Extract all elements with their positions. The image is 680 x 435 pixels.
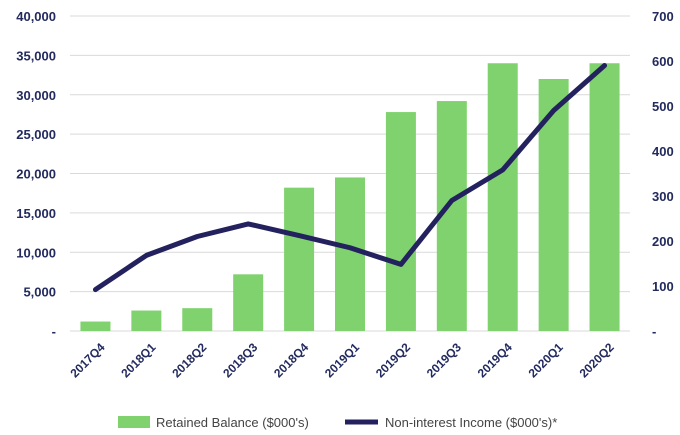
x-axis-tick-label: 2019Q1 [322,340,362,380]
right-axis-ticks: - 100 200 300 400 500 600 700 [652,9,674,339]
bar-2017Q4 [80,321,111,331]
bar-series [80,63,620,331]
gridlines [70,15,630,332]
left-axis-ticks: - 5,000 10,000 15,000 20,000 25,000 30,000 35,0… [16,9,56,339]
line-point-2018Q4 [297,234,301,238]
line-point-2019Q4 [501,168,505,172]
x-axis-tick-label: 2017Q4 [67,340,107,380]
bar-2018Q2 [182,308,213,331]
line-point-2020Q2 [603,64,607,67]
bar-2018Q4 [284,187,315,331]
x-axis-tick-label: 2020Q2 [577,340,617,380]
line-series [92,63,608,293]
right-axis-tick-label: 500 [652,99,674,114]
line-point-2020Q1 [552,109,556,112]
left-axis-tick-label: 5,000 [23,285,56,300]
left-axis-tick-label: 25,000 [16,127,56,142]
legend-swatch-retained-balance [118,416,150,428]
left-axis-tick-label: 20,000 [16,167,56,182]
bar-2019Q4 [487,63,518,331]
legend-label-retained-balance: Retained Balance ($000's) [156,415,309,430]
x-axis-tick-label: 2018Q4 [271,340,311,380]
right-axis-tick-label: 100 [652,279,674,294]
right-axis-tick-label: 400 [652,144,674,159]
x-axis-ticks: 2017Q4 2018Q1 2018Q2 2018Q3 2018Q4 2019Q1 2019… [67,340,616,380]
right-axis-tick-label: - [652,324,656,339]
bar-2019Q1 [335,177,365,331]
bar-2020Q1 [538,79,569,331]
bar-2018Q1 [131,310,162,331]
bar-2019Q2 [385,112,416,331]
right-axis-tick-label: 200 [652,234,674,249]
x-axis-tick-label: 2018Q1 [118,340,158,380]
legend-label-non-interest-income: Non-interest Income ($000's)* [385,415,557,430]
line-point-2018Q2 [195,235,199,238]
bar-2018Q3 [233,274,264,331]
left-axis-tick-label: - [52,324,56,339]
legend: Retained Balance ($000's) Non-interest I… [118,415,557,430]
line-point-2018Q3 [246,222,250,226]
bar-2020Q2 [589,63,620,331]
x-axis-tick-label: 2019Q2 [373,340,413,380]
right-axis-tick-label: 600 [652,54,674,69]
line-point-2017Q4 [93,288,97,292]
line-point-2018Q1 [144,253,148,257]
line-point-2019Q1 [348,246,352,250]
left-axis-tick-label: 15,000 [16,206,56,221]
line-point-2019Q2 [399,262,403,266]
x-axis-tick-label: 2020Q1 [526,340,566,380]
x-axis-tick-label: 2019Q3 [424,340,464,380]
left-axis-tick-label: 35,000 [16,48,56,63]
left-axis-tick-label: 30,000 [16,88,56,103]
right-axis-tick-label: 700 [652,9,674,24]
x-axis-tick-label: 2018Q2 [169,340,209,380]
left-axis-tick-label: 10,000 [16,245,56,260]
left-axis-tick-label: 40,000 [16,9,56,24]
x-axis-tick-label: 2019Q4 [475,340,515,380]
line-point-2019Q3 [450,199,454,202]
x-axis-tick-label: 2018Q3 [220,340,260,380]
right-axis-tick-label: 300 [652,189,674,204]
